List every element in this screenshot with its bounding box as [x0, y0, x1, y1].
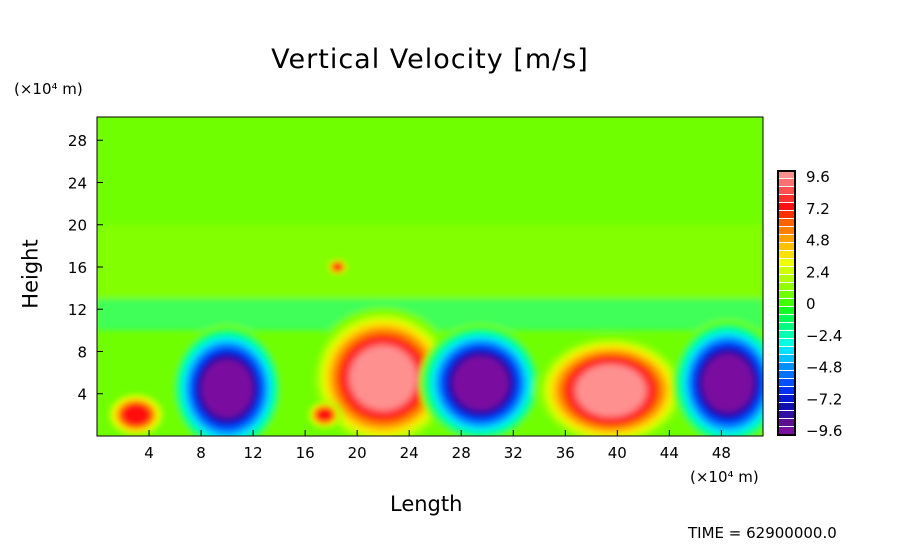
colorbar-swatch [778, 323, 795, 330]
heatmap-feature-updraft-2 [533, 333, 689, 436]
plot-frame [96, 116, 764, 437]
chart-title: Vertical Velocity [m/s] [271, 44, 589, 75]
x-tick-label: 36 [556, 444, 575, 462]
colorbar-swatch [778, 331, 795, 338]
colorbar-swatch [778, 187, 795, 194]
colorbar-label: −7.2 [806, 390, 842, 408]
x-tick-label: 32 [504, 444, 523, 462]
colorbar-swatch [778, 403, 795, 410]
colorbar-label: −9.6 [806, 422, 842, 440]
x-unit-label: (×10⁴ m) [690, 468, 759, 486]
y-tick-label: 16 [68, 259, 87, 277]
x-tick-label: 12 [244, 444, 263, 462]
heatmap-feature-updraft-1 [309, 306, 457, 436]
colorbar-swatch [778, 267, 795, 274]
colorbar-swatch [778, 283, 795, 290]
colorbar-swatch [778, 347, 795, 354]
colorbar-label: 7.2 [806, 200, 830, 218]
y-tick-label: 12 [68, 301, 87, 319]
x-tick-label: 44 [660, 444, 679, 462]
colorbar-label: 9.6 [806, 168, 830, 186]
colorbar-swatch [778, 339, 795, 346]
colorbar-label: 4.8 [806, 232, 830, 250]
x-tick-label: 4 [144, 444, 154, 462]
y-tick-label: 20 [68, 217, 87, 235]
colorbar-swatch [778, 427, 795, 434]
heatmap-feature-downdraft-2 [419, 323, 543, 436]
colorbar-swatch [778, 291, 795, 298]
colorbar-label: −2.4 [806, 327, 842, 345]
colorbar-swatch [778, 307, 795, 314]
y-tick-label: 28 [68, 132, 87, 150]
colorbar-swatch [778, 259, 795, 266]
heatmap-feature-downdraft-1 [170, 324, 284, 436]
y-unit-label: (×10⁴ m) [14, 80, 83, 98]
x-tick-label: 40 [608, 444, 627, 462]
colorbar-swatch [778, 363, 795, 370]
colorbar-swatch [778, 243, 795, 250]
x-tick-label: 20 [348, 444, 367, 462]
colorbar-label: 0 [806, 295, 816, 313]
colorbar-swatch [778, 235, 795, 242]
colorbar-swatch [778, 355, 795, 362]
x-tick-label: 28 [452, 444, 471, 462]
colorbar-label: 2.4 [806, 263, 830, 281]
colorbar-swatch [778, 315, 795, 322]
colorbar-swatch [778, 275, 795, 282]
heatmap-feature-downdraft-3 [671, 319, 763, 436]
colorbar-swatch [778, 419, 795, 426]
colorbar-swatch [778, 211, 795, 218]
colorbar-swatch [778, 227, 795, 234]
x-tick-label: 8 [196, 444, 206, 462]
heatmap-feature-updraft-small-3 [327, 258, 349, 276]
colorbar-swatch [778, 171, 795, 178]
colorbar-swatch [778, 195, 795, 202]
colorbar-swatch [778, 387, 795, 394]
colorbar-swatch [778, 219, 795, 226]
heatmap-feature-updraft-small-1 [106, 392, 166, 436]
colorbar-swatch [778, 299, 795, 306]
y-tick-label: 8 [77, 343, 87, 361]
colorbar-frame [777, 170, 796, 436]
x-tick-label: 16 [296, 444, 315, 462]
x-tick-label: 48 [712, 444, 731, 462]
colorbar-swatch [778, 379, 795, 386]
x-axis-label: Length [390, 492, 463, 516]
colorbar-swatch [778, 251, 795, 258]
colorbar-label: −4.8 [806, 359, 842, 377]
colorbar-swatch [778, 395, 795, 402]
colorbar-swatch [778, 203, 795, 210]
colorbar-swatch [778, 411, 795, 418]
colorbar-swatch [778, 371, 795, 378]
colorbar-swatch [778, 179, 795, 186]
y-tick-label: 4 [77, 386, 87, 404]
y-tick-label: 24 [68, 174, 87, 192]
time-label: TIME = 62900000.0 [688, 524, 837, 542]
x-tick-label: 24 [400, 444, 419, 462]
heatmap-feature-updraft-small-2 [307, 400, 343, 430]
